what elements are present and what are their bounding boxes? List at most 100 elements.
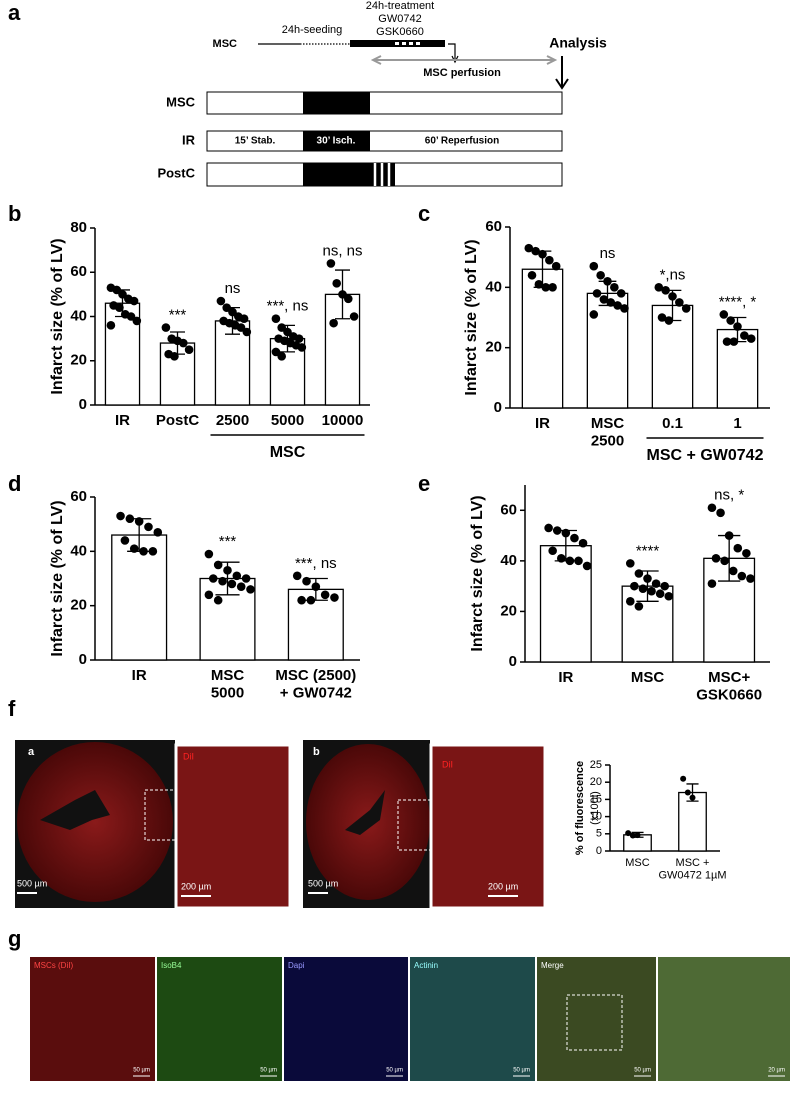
tile [537, 957, 656, 1081]
row-label: IR [182, 132, 196, 147]
ischemia-block [303, 163, 395, 186]
data-point [227, 579, 237, 589]
error-bar [224, 307, 241, 335]
data-point [638, 584, 648, 593]
treatment-label: GW0742 [378, 13, 421, 25]
data-point [625, 597, 635, 606]
data-point [208, 574, 218, 583]
data-point [596, 270, 605, 280]
data-point [246, 585, 255, 594]
text-line: GW0472 1µM [658, 870, 726, 882]
data-point [733, 543, 743, 553]
y-axis-label: Infarct size (% of LV) [463, 239, 480, 395]
stain-label: DiI [442, 759, 453, 769]
treatment-label: GSK0660 [376, 26, 424, 38]
scale-label: 50 µm [634, 1068, 651, 1074]
error-bar [215, 561, 240, 596]
significance: ns, * [714, 487, 744, 504]
data-point [343, 294, 353, 304]
significance: ***, ns [267, 298, 309, 315]
x-tick-label: MSC [625, 857, 650, 869]
error-bar [533, 250, 552, 288]
data-point [728, 566, 738, 576]
analysis-label: Analysis [549, 35, 607, 51]
data-point [589, 261, 599, 271]
y-tick-label: 80 [70, 219, 87, 236]
x-tick-label: IR [132, 667, 147, 684]
data-point [297, 595, 306, 605]
data-point [742, 548, 751, 558]
data-point [116, 511, 125, 521]
error-bar [554, 529, 577, 562]
data-point [570, 533, 579, 543]
tile-label: Dapi [288, 961, 305, 970]
row-label: PostC [157, 165, 195, 180]
image-label: b [313, 746, 320, 758]
x-tick-label: 0.1 [662, 415, 683, 432]
ischemia-block [303, 131, 370, 151]
data-point [120, 536, 130, 545]
protocol-box [206, 130, 563, 152]
data-point [332, 279, 342, 288]
error-bar [686, 783, 699, 802]
y-tick-label: 60 [70, 488, 87, 505]
ventricle [40, 790, 110, 830]
protocol-box [206, 91, 563, 115]
tile-label: MSCs (DiI) [34, 961, 73, 970]
panel-label: f [8, 696, 16, 721]
scale-label: 500 µm [308, 878, 338, 888]
data-point [204, 590, 214, 600]
significance: **** [636, 542, 660, 559]
data-point [148, 547, 158, 556]
scale-label: 50 µm [386, 1068, 403, 1074]
data-point [707, 579, 717, 588]
data-point [329, 318, 338, 328]
tile [157, 957, 282, 1081]
significance: *** [169, 307, 187, 324]
perfusion-arrow [370, 55, 558, 65]
segment-label: 30’ Isch. [317, 136, 356, 147]
data-point [746, 334, 756, 343]
data-point [620, 304, 629, 313]
y-tick-label: 5 [596, 828, 602, 840]
text-line: MSC [591, 415, 625, 432]
data-point [330, 593, 339, 602]
data-point [153, 528, 163, 537]
data-point [545, 255, 554, 265]
data-point [655, 589, 665, 599]
x-tick-label: MSC (2500) + GW0742 [275, 667, 356, 701]
data-point [651, 579, 661, 588]
tile-label: Actinin [414, 961, 438, 970]
error-bar [728, 316, 747, 343]
scale-label: 20 µm [768, 1068, 785, 1074]
data-point [726, 316, 735, 325]
text-line: MSC+ [708, 669, 750, 686]
bar [521, 268, 564, 409]
y-tick-label: 10 [590, 811, 602, 823]
data-point [548, 283, 557, 292]
data-point [292, 571, 302, 581]
ventricle [345, 790, 385, 835]
y-axis-label: Infarct size (% of LV) [49, 500, 66, 656]
y-tick-label: 25 [590, 759, 602, 771]
x-tick-label: 2500 [216, 412, 249, 429]
data-point [592, 289, 602, 298]
y-axis-note: (x100l) [589, 791, 601, 825]
inset [174, 743, 292, 910]
y-tick-label: 40 [500, 552, 517, 569]
bar [539, 545, 592, 663]
tile-label: Merge [541, 961, 564, 970]
data-point [578, 538, 588, 548]
micrographs-f: a DiI 500 µm 200 µm b DiI 500 µm 200 µm [15, 740, 547, 910]
data-point [657, 313, 667, 322]
data-point [551, 261, 561, 271]
y-tick-label: 0 [79, 651, 87, 668]
data-point [277, 352, 287, 361]
bar [111, 534, 168, 661]
data-point [606, 298, 616, 307]
panel-label: g [8, 926, 21, 951]
x-tick-label: IR [115, 412, 130, 429]
y-tick-label: 0 [509, 653, 517, 670]
text-line: MSC [211, 667, 245, 684]
y-tick-label: 40 [70, 307, 87, 324]
